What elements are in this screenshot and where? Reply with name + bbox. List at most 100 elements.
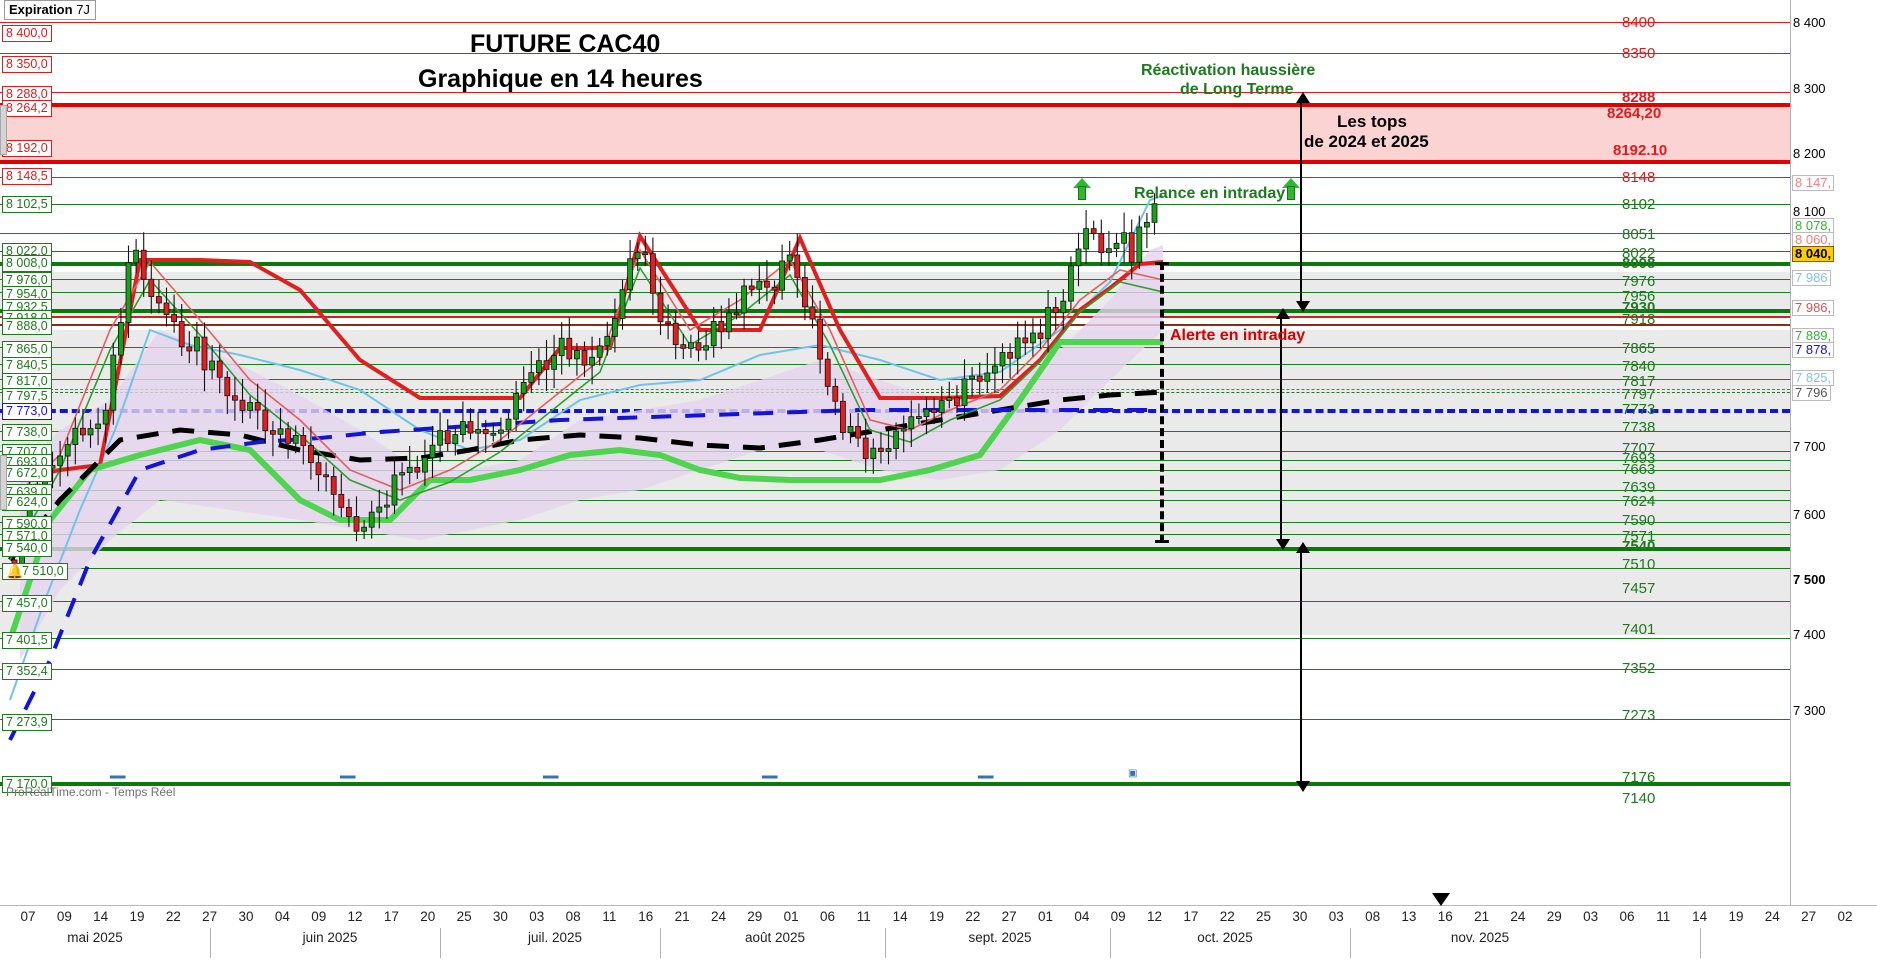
right-level-label: 7738 (1622, 419, 1656, 436)
month-label: juin 2025 (302, 930, 358, 945)
alert-bell-icon[interactable]: 🔔 (6, 563, 24, 579)
left-price-tag[interactable]: 8 400,0 (2, 25, 52, 42)
date-tick-label: 27 (202, 909, 218, 924)
date-tick-label: 22 (1219, 909, 1235, 924)
left-price-tag[interactable]: 8 264,2 (2, 100, 52, 117)
date-tick-label: 25 (1256, 909, 1272, 924)
date-tick-label: 12 (1147, 909, 1163, 924)
date-tick-label: 16 (1437, 909, 1453, 924)
date-tick-label: 11 (1656, 909, 1671, 924)
current-date-marker-icon (1432, 893, 1450, 906)
left-price-tag[interactable]: 8 288,0 (2, 86, 52, 103)
chart-plot-area[interactable]: 8 400,0 8 350,0 8 288,0 8 264,2 8 192,0 … (0, 0, 1790, 905)
annotation-reactivation-line2: de Long Terme (1180, 81, 1294, 98)
left-price-tag[interactable]: 7 352,4 (2, 663, 52, 680)
month-separator (210, 928, 211, 958)
left-price-tag[interactable]: 8 192,0 (2, 140, 52, 157)
annotation-alerte: Alerte en intraday (1170, 327, 1306, 344)
date-tick-label: 13 (1401, 909, 1417, 924)
month-separator (440, 928, 441, 958)
date-tick-label: 11 (856, 909, 871, 924)
left-price-tag[interactable]: 8 350,0 (2, 56, 52, 73)
left-price-tag[interactable]: 7 865,0 (2, 341, 52, 358)
right-level-label: 8400 (1622, 14, 1656, 31)
left-price-tag[interactable]: 7 888,0 (2, 318, 52, 335)
left-price-tag[interactable]: 8 148,5 (2, 168, 52, 185)
annotation-relance: Relance en intraday (1134, 185, 1286, 202)
event-icon[interactable]: ▣ (1128, 768, 1138, 779)
vertical-scrollbar-upper[interactable] (0, 105, 7, 155)
annotation-reactivation-line1: Réactivation haussière (1141, 62, 1316, 79)
price-axis[interactable]: 8 400 8 300 8 200 8 100 8 000 7 900 7 80… (1790, 0, 1877, 905)
range-bracket (1160, 262, 1164, 543)
measure-arrow-lower (1296, 542, 1310, 792)
right-level-label: 7273 (1622, 707, 1656, 724)
right-level-label: 7663 (1622, 461, 1656, 478)
expiration-value: 7J (76, 2, 90, 17)
expiration-badge[interactable]: Expiration 7J (4, 0, 96, 20)
left-price-tag[interactable]: 7 624,0 (2, 494, 52, 511)
right-level-label: 7571 (1622, 528, 1656, 545)
right-level-label: 7624 (1622, 493, 1656, 510)
date-axis[interactable]: 07 09 14 19 22 27 30 04 09 12 17 20 25 30 03 08 11 16 21 24… (0, 893, 1877, 960)
range-bracket-cap-top (1155, 262, 1169, 265)
right-level-label: 8022 (1622, 245, 1656, 262)
price-tick: 7 400 (1793, 627, 1826, 642)
event-icon[interactable]: ▂▂ (978, 768, 994, 779)
date-tick-label: 09 (311, 909, 327, 924)
left-price-tag[interactable]: 7 457,0 (2, 595, 52, 612)
left-price-tag[interactable]: 8 102,5 (2, 196, 52, 213)
date-tick-label: 24 (1510, 909, 1526, 924)
date-tick-label: 22 (965, 909, 981, 924)
price-tag-current[interactable]: 8 078, (1792, 218, 1835, 234)
left-price-tag[interactable]: 7 773,0 (2, 403, 52, 420)
left-price-tag[interactable]: 7 540,0 (2, 540, 52, 557)
date-tick-label: 29 (1546, 909, 1562, 924)
date-tick-label: 19 (129, 909, 145, 924)
date-tick-label: 24 (1764, 909, 1780, 924)
right-level-label: 8192.10 (1613, 142, 1668, 159)
date-tick-label: 22 (165, 909, 181, 924)
left-price-tag[interactable]: 8 008,0 (2, 255, 52, 272)
price-tag-current[interactable]: 7 889, (1792, 328, 1835, 344)
date-tick-label: 01 (1038, 909, 1054, 924)
right-level-label: 8102 (1622, 196, 1656, 213)
month-separator (885, 928, 886, 958)
price-tag-current[interactable]: 7 878, (1792, 342, 1835, 358)
date-tick-label: 06 (1619, 909, 1635, 924)
date-tick-label: 03 (1328, 909, 1344, 924)
month-separator (1110, 928, 1111, 958)
price-tag-current[interactable]: 7 986, (1792, 300, 1835, 316)
price-tag-current[interactable]: 7 825, (1792, 370, 1835, 386)
event-icon[interactable]: ▂▂ (340, 768, 356, 779)
month-label: oct. 2025 (1197, 930, 1253, 945)
price-tick: 7 500 (1793, 572, 1826, 587)
month-label: août 2025 (744, 930, 806, 945)
date-tick-label: 12 (347, 909, 363, 924)
left-price-tag[interactable]: 7 738,0 (2, 424, 52, 441)
left-price-tag[interactable]: 7 510,0 (2, 563, 68, 580)
price-tick: 7 600 (1793, 507, 1826, 522)
left-price-tag[interactable]: 7 401,5 (2, 632, 52, 649)
measure-arrow-range (1276, 308, 1290, 550)
vertical-scrollbar-lower[interactable] (0, 455, 7, 510)
left-price-tag[interactable]: 7 273,9 (2, 714, 52, 731)
price-tag-current[interactable]: 8 147, (1792, 175, 1835, 191)
left-price-tag[interactable]: 7 672,0 (2, 465, 52, 482)
tops-zone-band (0, 105, 1790, 162)
month-label: juil. 2025 (527, 930, 583, 945)
date-tick-label: 11 (602, 909, 617, 924)
right-level-label: 8350 (1622, 45, 1656, 62)
right-level-label: 7352 (1622, 660, 1656, 677)
right-level-label: 7865 (1622, 340, 1656, 357)
event-icon[interactable]: ▂▂ (543, 768, 559, 779)
event-icon[interactable]: ▂▂ (110, 768, 126, 779)
measure-arrow-long-term (1296, 92, 1310, 312)
date-tick-label: 27 (1801, 909, 1817, 924)
price-tag-current[interactable]: 7 796 (1792, 385, 1831, 401)
event-icon[interactable]: ▂▂ (762, 768, 778, 779)
price-tag-current[interactable]: 7 986 (1792, 270, 1831, 286)
date-tick-label: 20 (420, 909, 436, 924)
price-tag-last[interactable]: 8 040, (1792, 246, 1835, 262)
left-price-tag[interactable]: 7 840,5 (2, 357, 52, 374)
